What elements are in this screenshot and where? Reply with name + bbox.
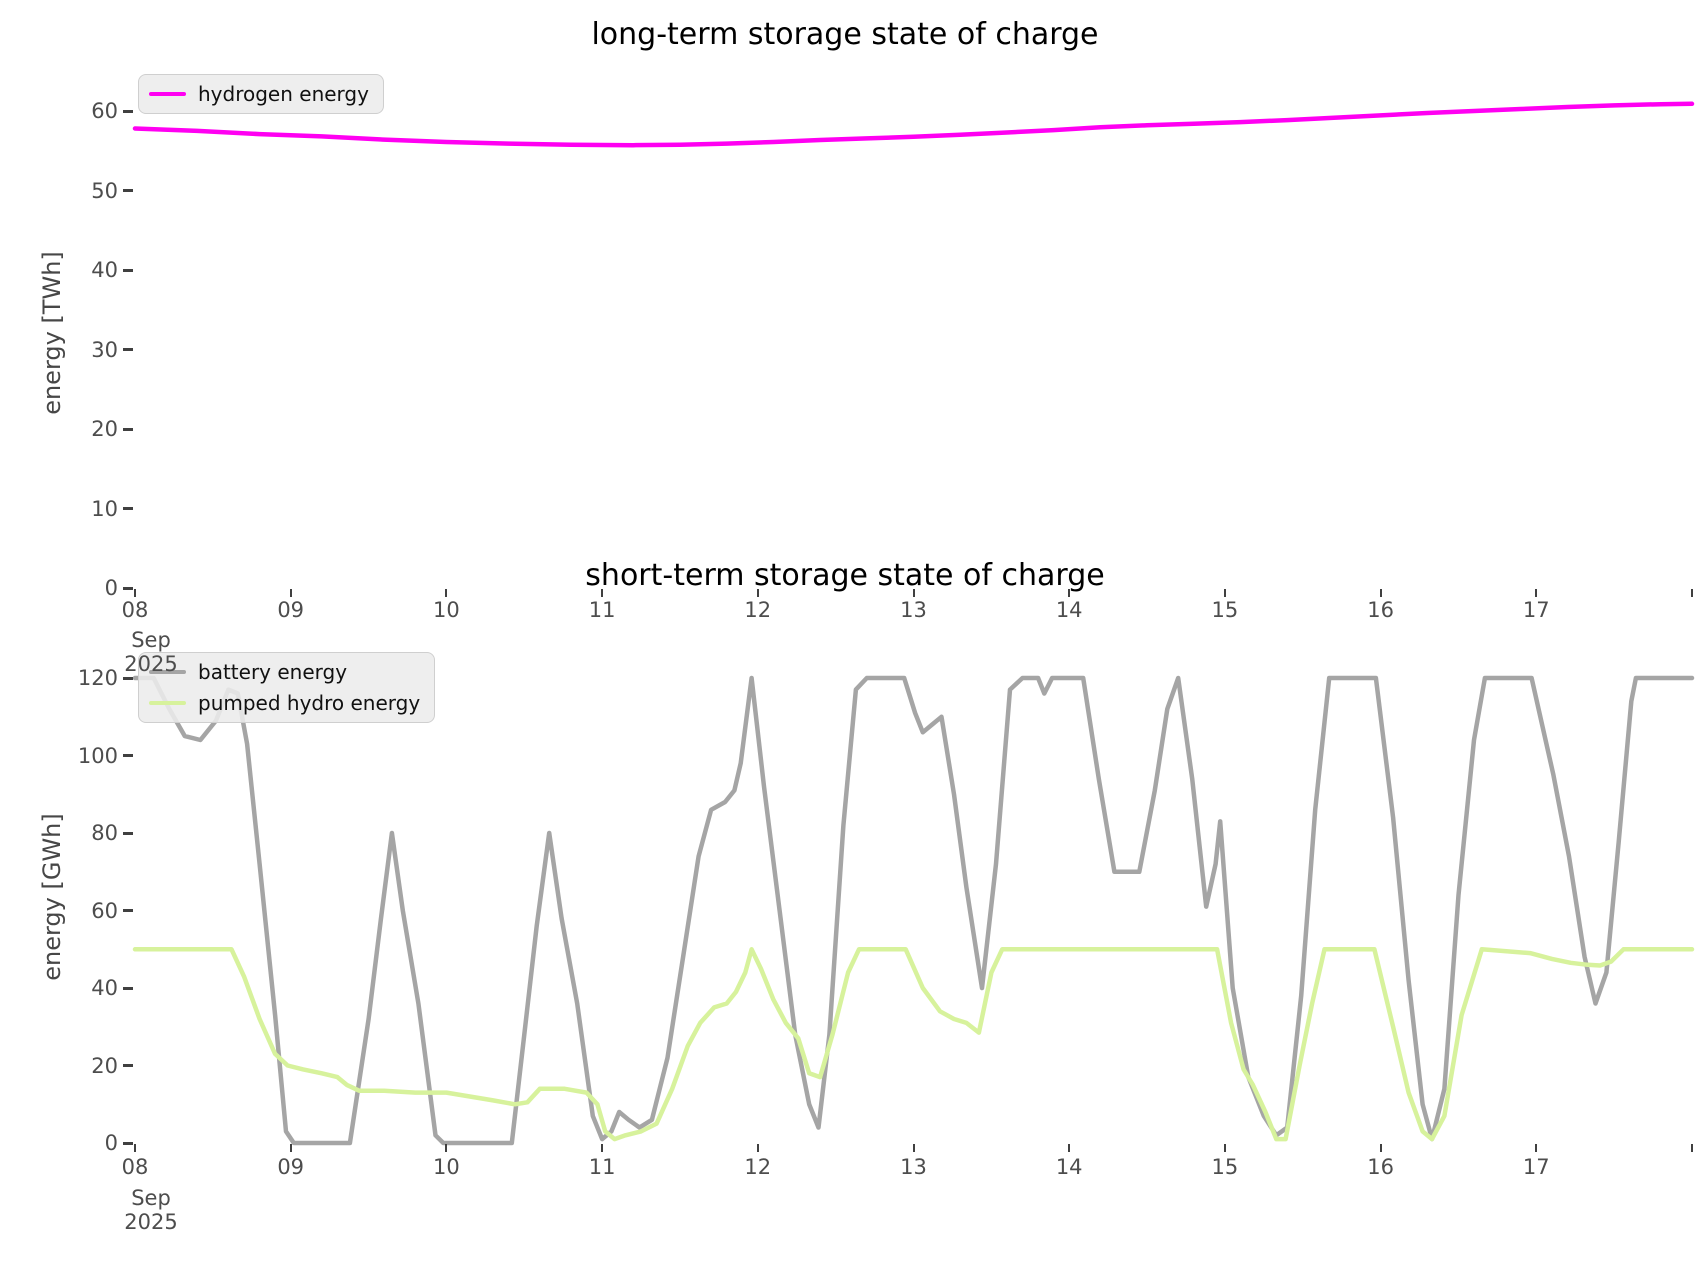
x-tick-label: 16 [1367,598,1394,622]
battery-line-sample [149,670,186,674]
hydrogen-energy-line [132,101,1695,148]
x-tick-label: 15 [1211,1155,1239,1179]
x-tick-mark [1068,1144,1071,1152]
x-tick-label: 12 [744,598,772,622]
hydrogen-line-sample [149,92,186,96]
x-tick-mark [289,589,292,597]
y-tick-mark [123,676,133,680]
x-tick-mark [1691,589,1693,597]
y-tick-mark [123,986,133,990]
x-tick-label: 13 [900,1155,927,1179]
x-tick-mark [756,589,759,597]
legend-row-pumped-hydro: pumped hydro energy [149,691,420,715]
x-tick-label: 08 [121,598,149,622]
y-tick-mark [123,268,133,272]
x-tick-mark [445,589,448,597]
x-tick-mark [134,1144,136,1152]
x-axis-month-year-label: Sep [131,628,171,652]
hydrogen-legend-label: hydrogen energy [198,82,369,106]
y-tick-label: 0 [104,1131,118,1155]
y-tick-label: 120 [77,666,118,690]
x-tick-mark [1691,1144,1693,1152]
legend-row-hydrogen: hydrogen energy [149,82,369,106]
x-tick-label: 14 [1055,598,1083,622]
y-tick-label: 60 [91,898,118,923]
x-tick-mark [1535,589,1538,597]
x-tick-mark [1223,589,1226,597]
x-tick-mark [601,1144,604,1152]
y-tick-label: 80 [91,821,118,845]
x-tick-label: 13 [900,598,927,622]
y-tick-mark [123,109,133,113]
x-tick-label: 08 [121,1155,149,1179]
y-tick-mark [123,754,133,757]
y-tick-label: 40 [91,976,118,1000]
pumped-hydro-legend-label: pumped hydro energy [198,691,421,715]
x-tick-mark [445,1144,448,1152]
x-tick-label: 11 [588,598,616,622]
y-tick-mark [123,348,133,351]
x-axis-month-year-label: Sep [131,1186,171,1210]
x-tick-mark [912,589,915,597]
y-tick-label: 100 [77,743,118,768]
x-tick-mark [1379,589,1382,597]
y-tick-label: 50 [91,178,118,203]
y-tick-mark [123,189,133,192]
x-tick-label: 10 [433,1155,460,1179]
x-tick-label: 15 [1211,598,1239,622]
chart1-legend: hydrogen energy [138,74,384,114]
y-tick-label: 30 [91,337,118,362]
x-tick-label: 16 [1367,1155,1394,1179]
x-tick-mark [1223,1144,1226,1152]
battery-energy-line [132,675,1695,1146]
x-tick-mark [289,1144,292,1152]
x-tick-label: 14 [1055,1155,1083,1179]
y-tick-mark [123,427,133,431]
x-tick-label: 11 [588,1155,616,1179]
pumped-hydro-energy-line [132,947,1695,1142]
y-tick-mark [123,831,133,835]
x-tick-label: 17 [1522,1155,1550,1179]
x-tick-label: 09 [277,1155,305,1179]
x-tick-label: 12 [744,1155,772,1179]
x-tick-mark [601,589,604,597]
y-tick-mark [123,507,133,510]
x-tick-mark [1068,589,1071,597]
y-tick-label: 20 [91,417,118,441]
y-tick-label: 10 [91,496,118,521]
x-axis-month-year-label: 2025 [124,652,178,676]
x-tick-mark [1379,1144,1382,1152]
x-tick-label: 10 [433,598,460,622]
x-tick-mark [134,589,136,597]
chart2-title: short-term storage state of charge [585,558,1105,593]
y-tick-label: 0 [104,576,118,600]
legend-row-battery: battery energy [149,660,420,684]
x-tick-label: 09 [277,598,305,622]
x-tick-mark [912,1144,915,1152]
y-tick-mark [123,586,133,590]
y-tick-mark [123,1141,133,1145]
chart2-legend: battery energy pumped hydro energy [138,652,436,723]
y-tick-mark [123,1064,133,1067]
x-axis-month-year-label: 2025 [124,1210,178,1234]
pumped-hydro-line-sample [149,701,186,705]
y-tick-label: 60 [91,99,118,123]
chart1-title: long-term storage state of charge [591,17,1099,52]
x-tick-label: 17 [1522,598,1550,622]
y-tick-label: 40 [91,258,118,282]
x-tick-mark [1535,1144,1538,1152]
battery-legend-label: battery energy [198,660,348,684]
y-tick-mark [123,909,133,912]
y-tick-label: 20 [91,1053,118,1078]
x-tick-mark [756,1144,759,1152]
